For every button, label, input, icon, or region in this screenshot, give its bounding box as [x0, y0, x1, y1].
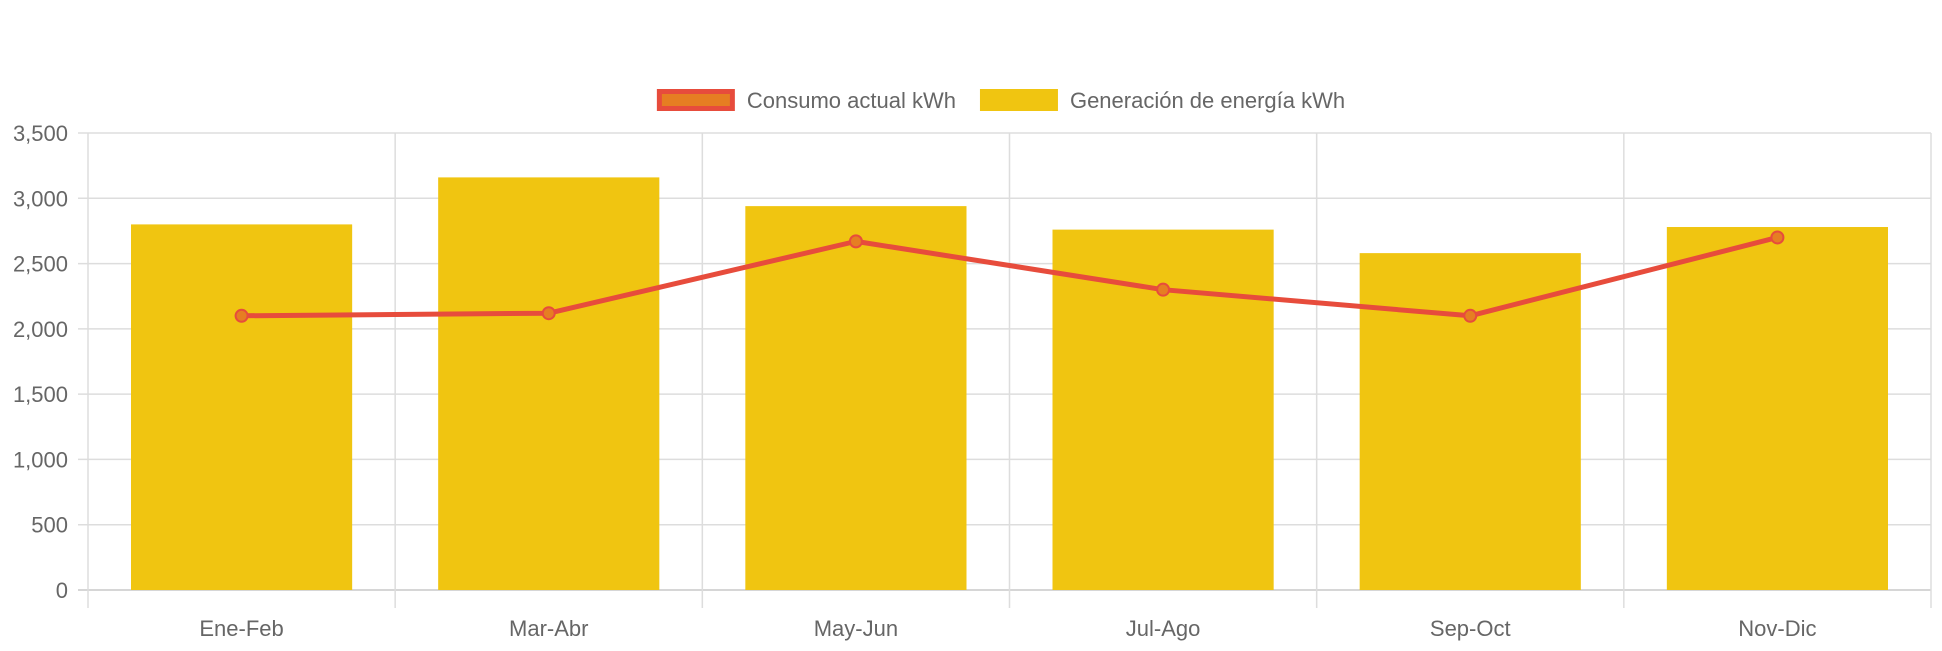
bar-mar-abr[interactable]	[438, 177, 660, 590]
x-tick-label: Sep-Oct	[1430, 616, 1511, 641]
x-tick-label: Nov-Dic	[1738, 616, 1816, 641]
line-point-jul-ago[interactable]	[1156, 282, 1171, 297]
line-point-may-jun[interactable]	[848, 234, 863, 249]
bar-may-jun[interactable]	[745, 206, 967, 590]
y-tick-label: 3,000	[13, 186, 68, 211]
legend-label: Generación de energía kWh	[1070, 88, 1345, 113]
y-tick-label: 1,000	[13, 447, 68, 472]
line-point-sep-oct[interactable]	[1463, 308, 1478, 323]
legend-swatch	[656, 89, 735, 111]
line-point-ene-feb[interactable]	[234, 308, 249, 323]
bar-sep-oct[interactable]	[1359, 253, 1581, 590]
line-point-nov-dic[interactable]	[1770, 230, 1785, 245]
grid-lines	[78, 132, 1932, 608]
consumo-line	[241, 235, 1779, 319]
y-tick-label: 1,500	[13, 382, 68, 407]
x-tick-label: Mar-Abr	[509, 616, 588, 641]
bar-nov-dic[interactable]	[1666, 227, 1888, 591]
legend: Consumo actual kWh Generación de energía …	[656, 88, 1345, 113]
y-tick-label: 500	[31, 513, 68, 538]
y-tick-label: 2,500	[13, 252, 68, 277]
axes: 0 500 1,000 1,500 2,000 2,500 3,000 3,500 Ene-Fe…	[13, 121, 1817, 641]
legend-item-consumo[interactable]: Consumo actual kWh	[656, 88, 956, 113]
legend-label: Consumo actual kWh	[747, 88, 956, 113]
legend-swatch	[979, 89, 1058, 111]
bar-ene-feb[interactable]	[131, 224, 353, 590]
legend-item-generacion[interactable]: Generación de energía kWh	[979, 88, 1345, 113]
x-tick-label: Ene-Feb	[199, 616, 283, 641]
y-tick-label: 0	[56, 578, 68, 603]
line-point-mar-abr[interactable]	[541, 306, 556, 321]
y-tick-label: 2,000	[13, 317, 68, 342]
bar-series-generacion	[131, 177, 1888, 591]
x-tick-label: May-Jun	[814, 616, 898, 641]
x-tick-label: Jul-Ago	[1126, 616, 1201, 641]
line-series-consumo	[234, 230, 1785, 323]
y-tick-label: 3,500	[13, 121, 68, 146]
